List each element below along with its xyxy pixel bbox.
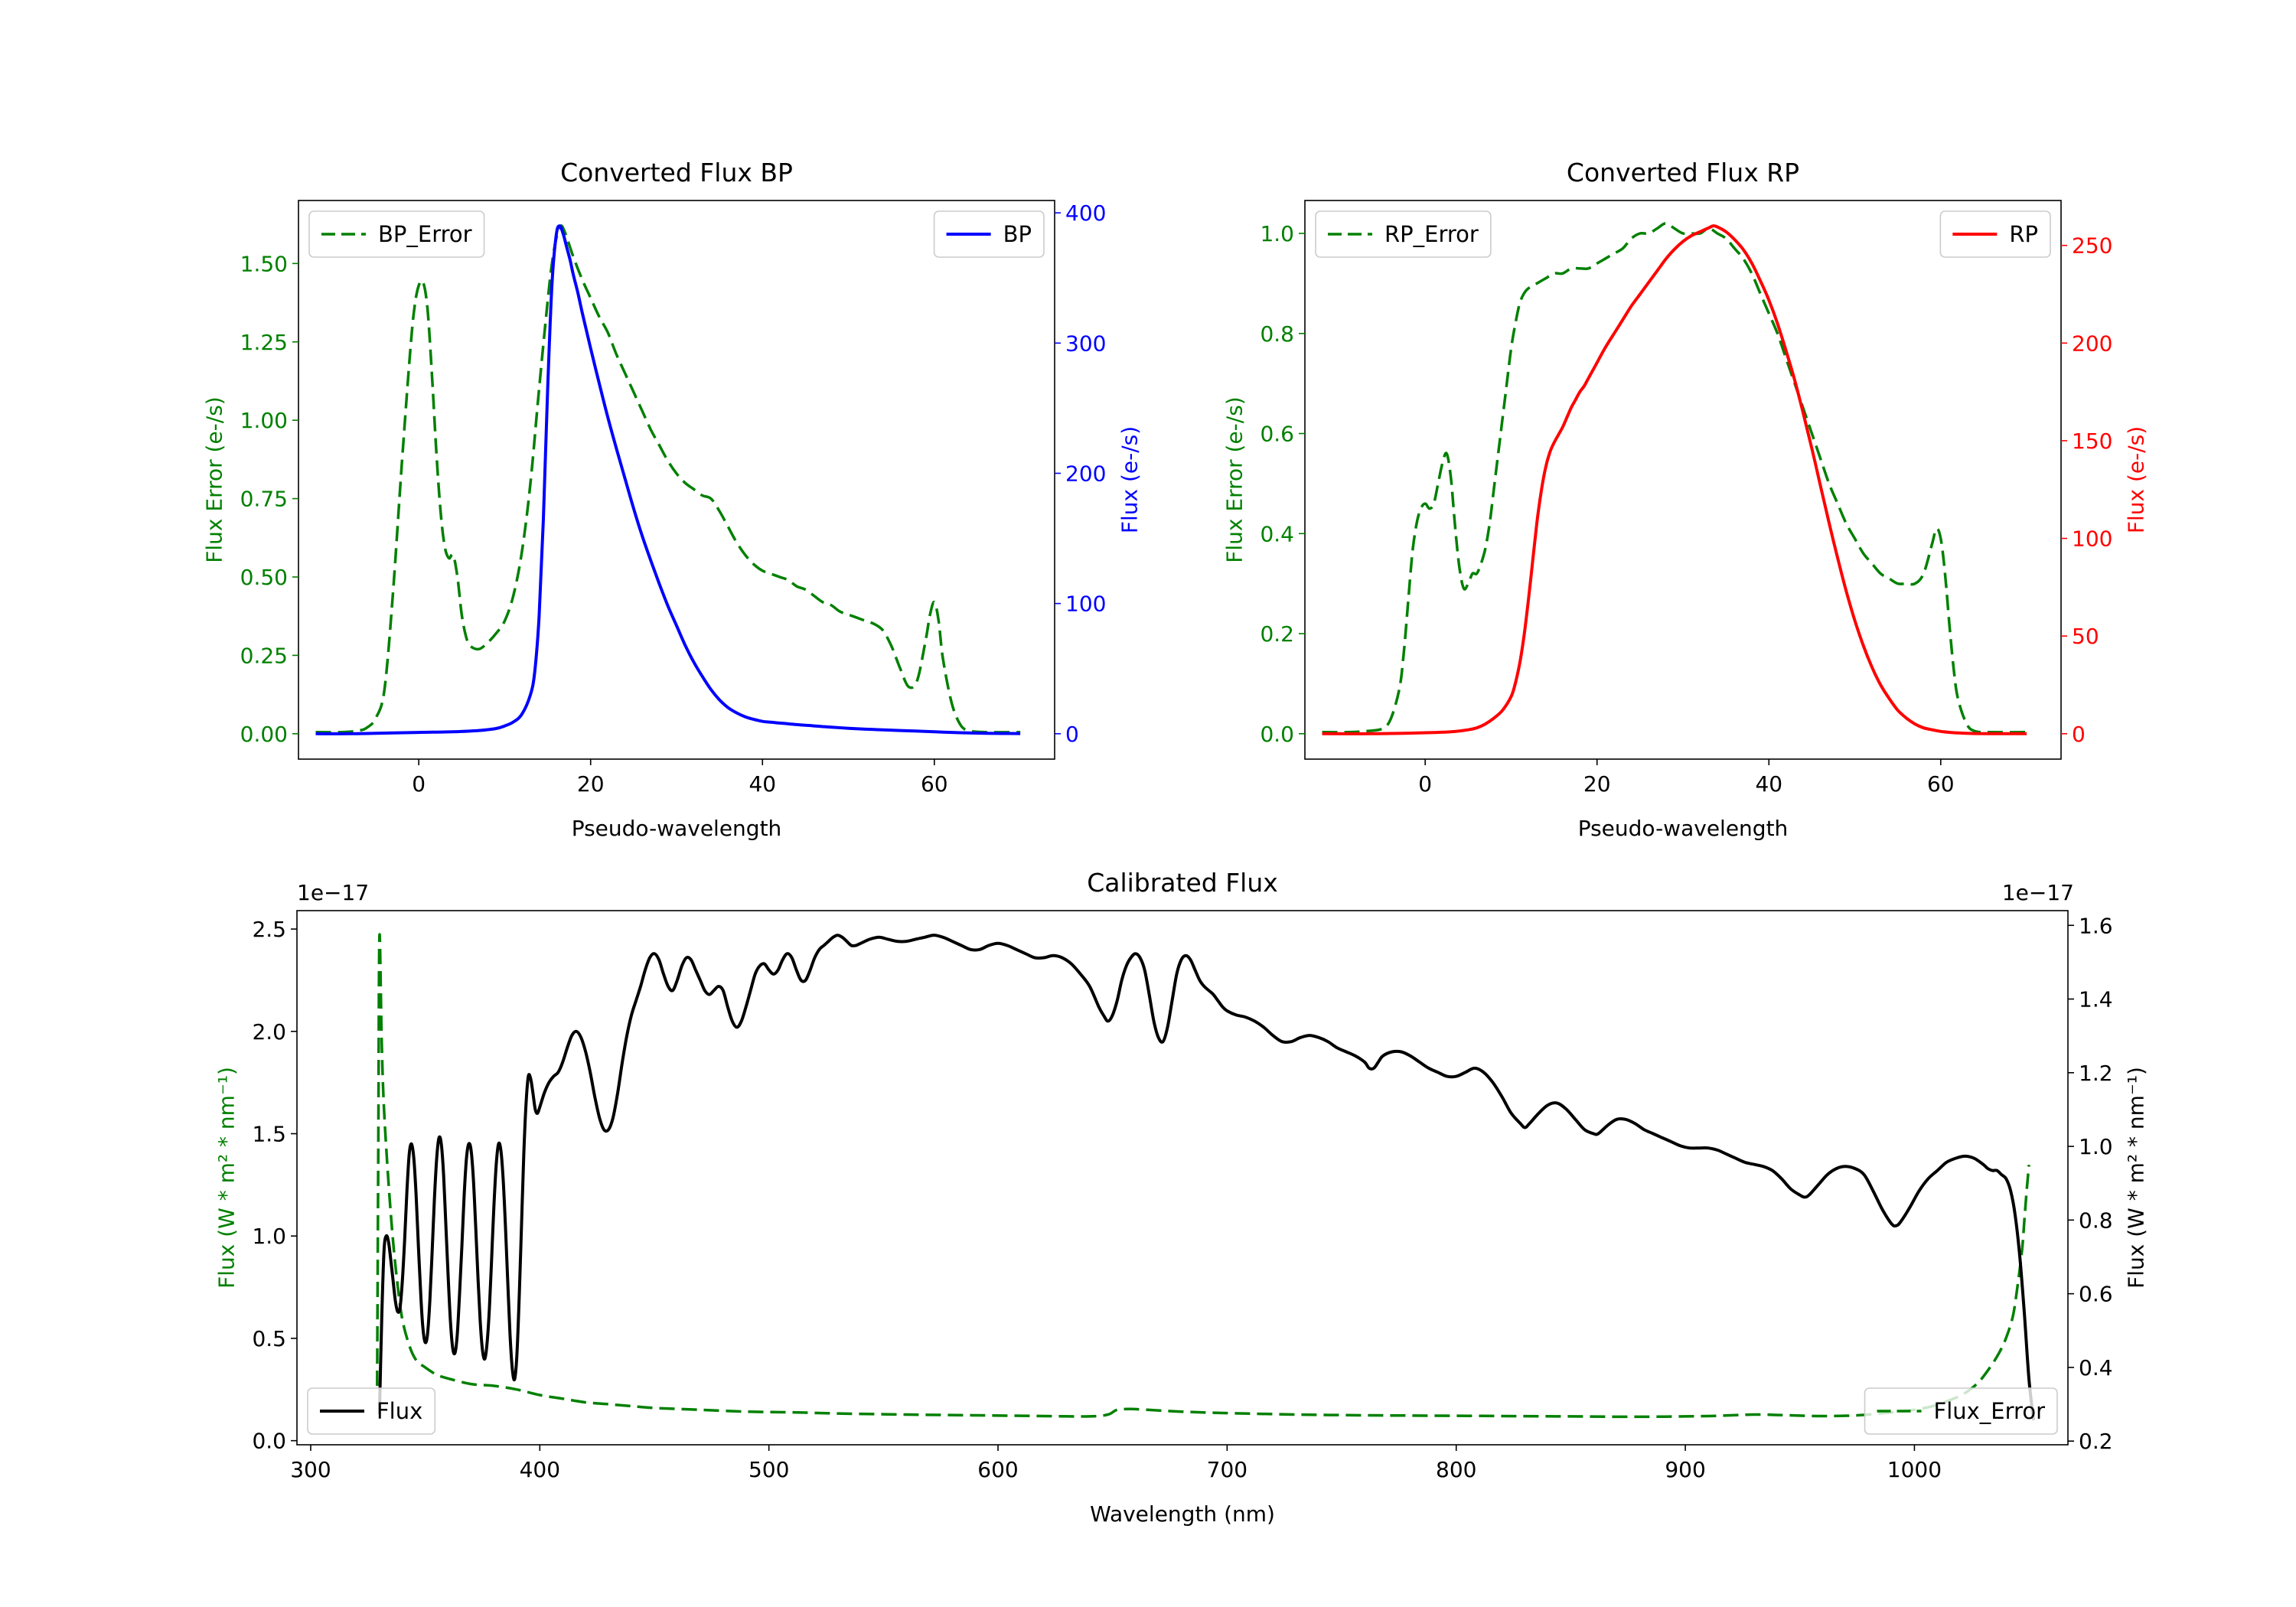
series-line-Flux_Error: [376, 933, 2030, 1419]
series-line-Flux: [377, 934, 2036, 1421]
series-line-RP: [1322, 224, 2027, 735]
x-tick-label: 20: [577, 771, 605, 797]
legend-RP_Error: RP_Error: [1315, 210, 1492, 258]
series-line-BP: [315, 224, 1021, 735]
x-tick-label: 40: [748, 771, 776, 797]
y-tick-label: 1.25: [240, 330, 288, 355]
legend-RP: RP: [1939, 210, 2051, 258]
x-tick-label: 20: [1583, 771, 1611, 797]
series-line-RP_Error: [1322, 222, 2027, 734]
x-axis-label: Wavelength (nm): [1090, 1501, 1275, 1527]
y-tick-label: 1.2: [2079, 1061, 2113, 1086]
x-axis-label: Pseudo-wavelength: [572, 816, 782, 841]
chart-rp: 0 20 40 60 0.0 0.2 0.4 0.6 0.8 1.0 Flux Error (e-/…: [1221, 158, 2148, 841]
y-tick-label: 0.8: [2079, 1208, 2113, 1233]
y-tick-label: 0.6: [1260, 422, 1294, 447]
x-tick-label: 300: [290, 1457, 331, 1482]
legend-label: BP_Error: [378, 221, 472, 247]
axes-frame: [1304, 200, 2062, 760]
y-tick-label: 2.5: [252, 917, 286, 942]
y-tick-label: 0.4: [1260, 521, 1294, 546]
left-axis-label: Flux Error (e-/s): [202, 396, 227, 562]
y-tick-label: 400: [1065, 200, 1106, 226]
y-tick-label: 0.50: [240, 565, 288, 590]
y-tick-label: 100: [2072, 526, 2112, 552]
chart-cal: 300 400 500 600 700 800 900 1000 0.0 0.5 1.0 1.5 2.0…: [214, 868, 2148, 1527]
legend-label: RP: [2009, 221, 2038, 247]
left-axis-label: Flux (W * m² * nm⁻¹): [214, 1067, 239, 1289]
right-axis-label: Flux (e-/s): [1117, 426, 1142, 533]
chart-title: Converted Flux BP: [560, 158, 793, 187]
legend-box: [1315, 210, 1492, 258]
axes-frame: [296, 910, 2069, 1446]
x-tick-label: 700: [1207, 1457, 1247, 1482]
y-tick-label: 1.0: [1260, 221, 1294, 246]
legend-BP: BP: [933, 210, 1045, 258]
y-tick-label: 150: [2072, 429, 2112, 454]
y-tick-label: 2.0: [252, 1019, 286, 1045]
y-tick-label: 0: [1065, 722, 1079, 747]
y-tick-label: 1.0: [2079, 1134, 2113, 1159]
x-axis-label: Pseudo-wavelength: [1578, 816, 1789, 841]
left-axis-label: Flux Error (e-/s): [1221, 396, 1247, 562]
y-tick-label: 0.6: [2079, 1282, 2113, 1307]
x-tick-label: 60: [921, 771, 948, 797]
y-tick-label: 250: [2072, 233, 2112, 259]
y-tick-label: 0.0: [252, 1429, 286, 1454]
y-tick-label: 0.8: [1260, 321, 1294, 347]
y-tick-label: 1.4: [2079, 987, 2113, 1012]
y-tick-label: 1.00: [240, 408, 288, 433]
y-tick-label: 0.5: [252, 1326, 286, 1351]
x-tick-label: 1000: [1887, 1457, 1942, 1482]
legend-label: Flux_Error: [1934, 1398, 2046, 1424]
x-tick-label: 0: [1418, 771, 1432, 797]
y-tick-label: 300: [1065, 331, 1106, 356]
series-line-BP_Error: [315, 224, 1021, 734]
legend-Flux_Error: Flux_Error: [1864, 1387, 2058, 1435]
legend-box: [308, 210, 485, 258]
y-tick-label: 200: [2072, 331, 2112, 356]
x-tick-label: 600: [977, 1457, 1018, 1482]
y-tick-label: 1.6: [2079, 913, 2113, 938]
legend-BP_Error: BP_Error: [308, 210, 485, 258]
right-axis-label: Flux (W * m² * nm⁻¹): [2124, 1067, 2149, 1289]
y-tick-label: 200: [1065, 461, 1106, 486]
offset-text-left: 1e−17: [297, 880, 369, 905]
legend-Flux: Flux: [307, 1387, 436, 1435]
y-tick-label: 0.2: [2079, 1429, 2113, 1454]
x-tick-label: 500: [748, 1457, 789, 1482]
legend-label: Flux: [377, 1398, 422, 1424]
x-tick-label: 60: [1927, 771, 1955, 797]
x-tick-label: 800: [1436, 1457, 1476, 1482]
y-tick-label: 0.4: [2079, 1355, 2113, 1380]
y-tick-label: 1.0: [252, 1224, 286, 1249]
chart-bp: 0 20 40 60 0.00 0.25 0.50 0.75 1.00 1.25 1.50 Flux …: [202, 158, 1143, 841]
y-tick-label: 1.5: [252, 1122, 286, 1147]
y-tick-label: 0.25: [240, 643, 288, 668]
offset-text-right: 1e−17: [2002, 880, 2074, 905]
chart-title: Calibrated Flux: [1087, 868, 1278, 898]
y-tick-label: 0.0: [1260, 722, 1294, 747]
legend-label: RP_Error: [1384, 221, 1479, 247]
legend-label: BP: [1003, 221, 1032, 247]
x-tick-label: 400: [520, 1457, 560, 1482]
y-tick-label: 0: [2072, 722, 2086, 747]
chart-title: Converted Flux RP: [1567, 158, 1799, 187]
axes-frame: [298, 200, 1055, 760]
y-tick-label: 0.00: [240, 722, 288, 747]
y-tick-label: 1.50: [240, 251, 288, 276]
y-tick-label: 100: [1065, 592, 1106, 617]
y-tick-label: 50: [2072, 624, 2099, 649]
y-tick-label: 0.2: [1260, 621, 1294, 647]
right-axis-label: Flux (e-/s): [2123, 426, 2148, 533]
x-tick-label: 0: [412, 771, 426, 797]
y-tick-label: 0.75: [240, 487, 288, 512]
legend-box: [307, 1387, 436, 1435]
x-tick-label: 40: [1755, 771, 1782, 797]
legend-box: [1864, 1387, 2058, 1435]
x-tick-label: 900: [1665, 1457, 1705, 1482]
